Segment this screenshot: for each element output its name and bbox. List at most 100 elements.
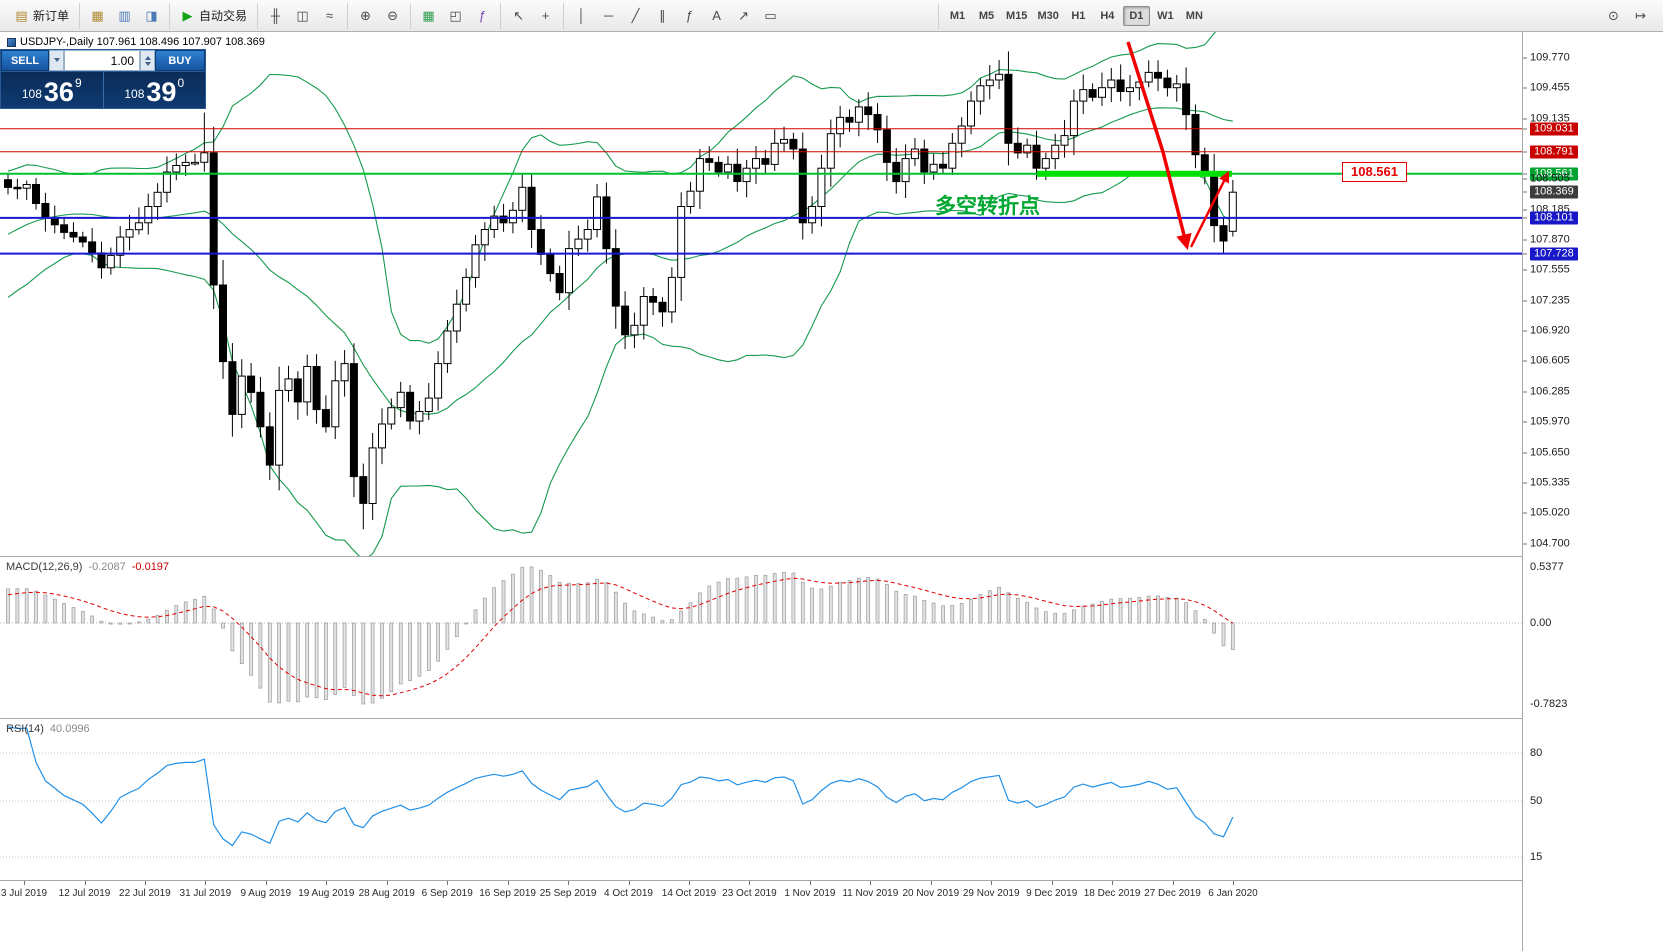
time-tick bbox=[326, 881, 328, 885]
cascade-windows-button[interactable]: ◰ bbox=[443, 4, 468, 28]
new-order-button[interactable]: ▤ 新订单 bbox=[9, 4, 74, 28]
tick-mark bbox=[1523, 239, 1527, 241]
date-label: 6 Sep 2019 bbox=[421, 888, 473, 899]
chart-area[interactable]: USDJPY-,Daily 107.961 108.496 107.907 10… bbox=[0, 32, 1663, 951]
bollinger-bands bbox=[7, 32, 1234, 556]
price-tick-109.770: 109.770 bbox=[1523, 51, 1570, 66]
autotrading-button-label: 自动交易 bbox=[199, 9, 248, 23]
zoom-out-button[interactable]: ⊖ bbox=[380, 4, 405, 28]
time-tick bbox=[84, 881, 86, 885]
hline-button[interactable]: ─ bbox=[596, 4, 621, 28]
price-tick-label: 109.031 bbox=[1530, 122, 1578, 136]
date-label: 6 Jan 2020 bbox=[1208, 888, 1258, 899]
autotrading-button[interactable]: ▶ 自动交易 bbox=[175, 4, 252, 28]
search-icon: ⊙ bbox=[1608, 8, 1619, 23]
fibonacci-button[interactable]: ƒ bbox=[677, 4, 702, 28]
horizontal-lines[interactable] bbox=[0, 128, 1522, 255]
zoom-out-icon: ⊖ bbox=[387, 8, 398, 23]
volume-spinner[interactable] bbox=[140, 50, 155, 71]
macd-main-value: -0.2087 bbox=[88, 561, 126, 573]
timeframe-m30[interactable]: M30 bbox=[1037, 9, 1059, 22]
shapes-button[interactable]: ▭ bbox=[758, 4, 783, 28]
toolbar-group-autotrade: ▶ 自动交易 bbox=[169, 2, 257, 29]
price-tick-106.285: 106.285 bbox=[1523, 384, 1570, 399]
time-axis[interactable]: 3 Jul 2019 12 Jul 2019 22 Jul 2019 31 Jul 2… bbox=[0, 881, 1522, 951]
toolbar-group-order: ▤ 新订单 bbox=[4, 3, 79, 29]
candles bbox=[4, 51, 1237, 530]
bar-chart-button[interactable]: ╫ bbox=[263, 4, 288, 28]
trendline-button[interactable]: ╱ bbox=[623, 4, 648, 28]
time-tick bbox=[991, 881, 993, 885]
scroll-end-icon: ↦ bbox=[1635, 8, 1646, 23]
price-level-label[interactable]: 108.561 bbox=[1342, 162, 1407, 182]
time-tick bbox=[689, 881, 690, 885]
line-chart-button[interactable]: ≈ bbox=[317, 4, 342, 28]
price-tick-109.031: 109.031 bbox=[1523, 121, 1578, 136]
search-button[interactable]: ⊙ bbox=[1601, 4, 1626, 28]
price-axis[interactable]: 109.770 109.455 109.135 109.031 108.791 108.5… bbox=[1523, 32, 1663, 951]
date-label: 23 Oct 2019 bbox=[722, 888, 777, 899]
buy-price[interactable]: 108 39 0 bbox=[104, 72, 206, 108]
date-label: 27 Dec 2019 bbox=[1144, 888, 1201, 899]
price-tick-107.728: 107.728 bbox=[1523, 246, 1578, 261]
profiles-button[interactable]: ▥ bbox=[112, 4, 137, 28]
rebound-arrow[interactable] bbox=[1189, 170, 1230, 248]
time-tick bbox=[870, 881, 872, 885]
arrows-button[interactable]: ↗ bbox=[731, 4, 756, 28]
buy-button[interactable]: BUY bbox=[155, 50, 205, 71]
panel-separator[interactable] bbox=[0, 556, 1663, 557]
toolbar-group-chart-type: ╫ ◫ ≈ bbox=[257, 2, 347, 29]
indicators-button[interactable]: ƒ bbox=[470, 4, 495, 28]
price-divider bbox=[102, 72, 104, 108]
autotrading-icon: ▶ bbox=[182, 8, 193, 23]
tick-mark bbox=[1523, 57, 1527, 59]
price-tick-label: 104.700 bbox=[1530, 537, 1570, 550]
timeframe-m15[interactable]: M15 bbox=[1006, 9, 1028, 22]
crosshair-button[interactable]: + bbox=[533, 4, 558, 28]
channel-button[interactable]: ∥ bbox=[650, 4, 675, 28]
macd-panel[interactable] bbox=[0, 557, 1522, 718]
timeframe-w1[interactable]: W1 bbox=[1157, 9, 1174, 22]
panel-separator[interactable] bbox=[0, 880, 1663, 881]
timeframe-mn[interactable]: MN bbox=[1185, 9, 1203, 22]
tick-mark bbox=[1523, 87, 1527, 89]
rsi-axis-value: 15 bbox=[1530, 851, 1543, 863]
one-click-trading-widget: SELL 1.00 BUY 108 36 9 10 bbox=[0, 49, 206, 109]
volume-input[interactable]: 1.00 bbox=[64, 50, 140, 71]
volume-dropdown-button[interactable] bbox=[49, 50, 64, 71]
candlestick-chart-button[interactable]: ◫ bbox=[290, 4, 315, 28]
timeframe-d1[interactable]: D1 bbox=[1122, 5, 1150, 26]
sell-button[interactable]: SELL bbox=[1, 50, 49, 71]
support-highlight-segment[interactable] bbox=[1037, 170, 1232, 177]
price-tick-108.791: 108.791 bbox=[1523, 144, 1578, 159]
timeframe-h4[interactable]: H4 bbox=[1100, 9, 1115, 22]
zoom-in-button[interactable]: ⊕ bbox=[353, 4, 378, 28]
panel-separator[interactable] bbox=[0, 718, 1663, 719]
sell-price[interactable]: 108 36 9 bbox=[1, 72, 103, 108]
price-tick-108.101: 108.101 bbox=[1523, 210, 1578, 225]
cursor-button[interactable]: ↖ bbox=[506, 4, 531, 28]
tile-windows-button[interactable]: ▦ bbox=[416, 4, 441, 28]
vline-button[interactable]: │ bbox=[569, 4, 594, 28]
rsi-panel[interactable] bbox=[0, 719, 1522, 880]
tick-mark bbox=[1523, 452, 1527, 454]
chevron-down-icon bbox=[53, 58, 60, 65]
new-chart-icon: ▦ bbox=[91, 8, 104, 23]
text-button[interactable]: A bbox=[704, 4, 729, 28]
scroll-end-button[interactable]: ↦ bbox=[1628, 4, 1653, 28]
time-tick bbox=[809, 881, 811, 885]
price-tick-label: 108.561 bbox=[1530, 167, 1578, 181]
tick-mark bbox=[1523, 391, 1527, 393]
timeframe-m1[interactable]: M1 bbox=[949, 9, 966, 22]
sell-off-arrow[interactable] bbox=[1126, 41, 1192, 251]
data-window-button[interactable]: ◨ bbox=[139, 4, 164, 28]
profiles-icon: ▥ bbox=[118, 8, 131, 23]
price-chart[interactable] bbox=[0, 32, 1522, 556]
timeframe-h1[interactable]: H1 bbox=[1071, 9, 1086, 22]
price-tick-105.650: 105.650 bbox=[1523, 445, 1570, 460]
rsi-name: RSI(14) bbox=[6, 723, 44, 735]
date-label: 9 Aug 2019 bbox=[240, 888, 292, 899]
buy-price-pips: 39 bbox=[146, 76, 177, 107]
new-chart-button[interactable]: ▦ bbox=[85, 4, 110, 28]
timeframe-m5[interactable]: M5 bbox=[978, 9, 995, 22]
